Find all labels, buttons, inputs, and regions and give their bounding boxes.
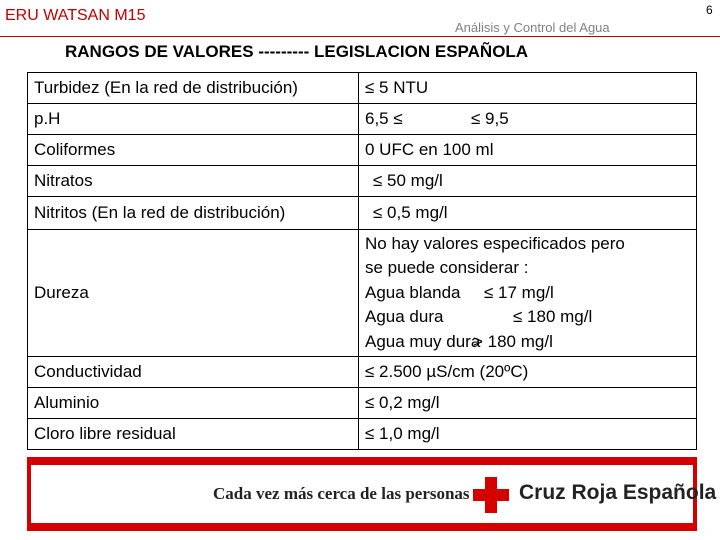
value-line: ≤ 1,0 mg/l	[365, 422, 696, 447]
value-line: ≤ 0,2 mg/l	[365, 391, 696, 416]
value-segment: ≤ 0,2 mg/l	[365, 392, 440, 412]
table-row: Nitritos (En la red de distribución) ≤ 0,…	[27, 196, 697, 230]
table-row: Dureza No hay valores especificados pero s…	[27, 229, 697, 357]
banner-inner	[31, 465, 693, 523]
value-line: Agua dura ≤ 180 mg/l	[365, 305, 696, 330]
value-segment: ≤ 9,5	[471, 108, 509, 128]
value-segment: Agua blanda	[365, 282, 461, 302]
header-subtitle: Análisis y Control del Agua	[455, 20, 610, 35]
value-line: ≤ 5 NTU	[365, 76, 696, 101]
row-label: Dureza	[27, 229, 359, 357]
header-title: ERU WATSAN M15	[5, 7, 146, 24]
value-line: No hay valores especificados pero	[365, 232, 696, 257]
value-segment: Agua dura	[365, 307, 444, 327]
value-segment: ≤ 0,5 mg/l	[373, 202, 448, 222]
cross-h	[473, 489, 509, 501]
table-row: Turbidez (En la red de distribución) ≤ 5 …	[27, 72, 697, 104]
value-segment: ≤ 180 mg/l	[513, 307, 593, 327]
row-label: Cloro libre residual	[27, 418, 359, 450]
value-segment: ≤ 17 mg/l	[484, 282, 554, 302]
red-cross	[473, 477, 509, 513]
value-line: ≤ 50 mg/l	[373, 169, 696, 194]
table-row: Aluminio ≤ 0,2 mg/l	[27, 387, 697, 419]
value-line: 0 UFC en 100 ml	[365, 138, 696, 163]
row-value: ≤ 0,2 mg/l	[358, 387, 697, 419]
slide-title: RANGOS DE VALORES --------- LEGISLACION …	[65, 42, 529, 61]
row-value: ≤ 5 NTU	[358, 72, 697, 104]
value-line: ≤ 0,5 mg/l	[373, 201, 696, 226]
value-line: Agua blanda ≤ 17 mg/l	[365, 281, 696, 306]
row-value: ≤ 2.500 µS/cm (20ºC)	[358, 356, 697, 388]
page-number: 6	[706, 3, 713, 17]
row-value: ≤ 50 mg/l	[358, 165, 697, 197]
value-segment: 0 UFC en 100 ml	[365, 139, 494, 159]
row-label: Aluminio	[27, 387, 359, 419]
value-segment: Agua muy dura	[365, 331, 481, 351]
header-rule	[0, 36, 720, 37]
row-label: Turbidez (En la red de distribución)	[27, 72, 359, 104]
banner-brand: Cruz Roja Española	[519, 481, 717, 504]
value-segment: ≤ 5 NTU	[365, 77, 429, 97]
value-segment: > 180 mg/l	[473, 331, 553, 351]
banner: Cada vez más cerca de las personas Cruz …	[27, 457, 716, 531]
value-line: 6,5 ≤ ≤ 9,5	[365, 107, 696, 132]
table-row: p.H 6,5 ≤ ≤ 9,5	[27, 103, 697, 135]
row-label: Nitritos (En la red de distribución)	[27, 196, 359, 230]
table-row: Conductividad ≤ 2.500 µS/cm (20ºC)	[27, 356, 697, 388]
table-row: Coliformes 0 UFC en 100 ml	[27, 134, 697, 166]
row-value: ≤ 0,5 mg/l	[358, 196, 697, 230]
value-segment: ≤ 50 mg/l	[373, 170, 443, 190]
row-value: 6,5 ≤ ≤ 9,5	[358, 103, 697, 135]
value-segment: 6,5 ≤	[365, 108, 403, 128]
table-row: Nitratos ≤ 50 mg/l	[27, 165, 697, 197]
value-segment: se puede considerar :	[365, 258, 529, 278]
table-row: Cloro libre residual ≤ 1,0 mg/l	[27, 418, 697, 450]
value-segment: ≤ 2.500 µS/cm (20ºC)	[365, 361, 529, 381]
row-label: Nitratos	[27, 165, 359, 197]
row-value: ≤ 1,0 mg/l	[358, 418, 697, 450]
row-value: No hay valores especificados pero se pued…	[358, 229, 697, 357]
table: Turbidez (En la red de distribución) ≤ 5 …	[27, 72, 697, 450]
row-label: Conductividad	[27, 356, 359, 388]
banner-slogan: Cada vez más cerca de las personas	[213, 484, 470, 503]
value-line: se puede considerar :	[365, 256, 696, 281]
row-label: Coliformes	[27, 134, 359, 166]
value-line: Agua muy dura > 180 mg/l	[365, 330, 696, 355]
value-line: ≤ 2.500 µS/cm (20ºC)	[365, 360, 696, 385]
value-segment: No hay valores especificados pero	[365, 233, 625, 253]
row-label: p.H	[27, 103, 359, 135]
value-segment: ≤ 1,0 mg/l	[365, 423, 440, 443]
row-value: 0 UFC en 100 ml	[358, 134, 697, 166]
